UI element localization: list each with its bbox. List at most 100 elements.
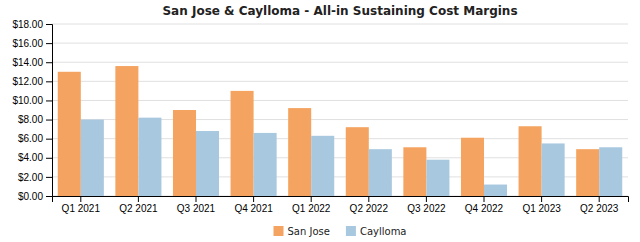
bar	[58, 72, 81, 196]
axis-line	[46, 25, 53, 197]
y-tick-label: $12.00	[12, 76, 43, 87]
tick-mark	[46, 139, 52, 140]
x-tick-label: Q3 2022	[407, 203, 446, 214]
tick-mark	[311, 196, 312, 202]
tick-mark	[138, 196, 139, 202]
x-tick: Q1 2021	[62, 196, 101, 214]
x-tick: Q2 2021	[119, 196, 158, 214]
bar	[81, 120, 104, 196]
tick-mark	[541, 196, 542, 202]
legend-swatch	[274, 226, 284, 236]
x-tick-label: Q4 2022	[465, 203, 504, 214]
y-tick-label: $4.00	[18, 152, 43, 163]
legend-item: Caylloma	[346, 226, 407, 237]
bar	[461, 138, 484, 196]
tick-mark	[368, 196, 369, 202]
legend: San Jose Caylloma	[274, 226, 407, 237]
x-tick: Q4 2022	[465, 196, 504, 214]
grid-line	[52, 43, 628, 44]
bar	[576, 149, 599, 196]
legend-item: San Jose	[274, 226, 330, 237]
legend-swatch	[346, 226, 356, 236]
y-tick-label: $0.00	[18, 191, 43, 202]
title: San Jose & Caylloma - All-in Sustaining …	[162, 4, 517, 18]
y-axis: $0.00 $2.00 $4.00 $6.00 $8.00 $10.00 $12.00 $14…	[12, 19, 52, 202]
y-tick: $4.00	[18, 152, 52, 163]
x-tick-label: Q1 2023	[522, 203, 561, 214]
y-tick-label: $8.00	[18, 114, 43, 125]
y-tick-label: $14.00	[12, 57, 43, 68]
tick-mark	[46, 100, 52, 101]
x-tick-label: Q1 2021	[62, 203, 101, 214]
x-tick: Q1 2023	[522, 196, 561, 214]
bar	[426, 160, 449, 196]
y-tick: $14.00	[12, 57, 52, 68]
bar	[542, 143, 565, 196]
plot: $0.00 $2.00 $4.00 $6.00 $8.00 $10.00 $12.00 $14…	[12, 19, 628, 214]
bar	[288, 108, 311, 196]
bar-series	[81, 118, 622, 196]
legend-label: Caylloma	[360, 226, 407, 237]
axis-line	[53, 197, 629, 203]
tick-mark	[80, 196, 81, 202]
x-tick: Q1 2022	[292, 196, 331, 214]
tick-mark	[46, 24, 52, 25]
y-tick: $6.00	[18, 133, 52, 144]
tick-mark	[46, 158, 52, 159]
y-tick: $2.00	[18, 172, 52, 183]
tick-mark	[46, 196, 52, 197]
x-tick-label: Q3 2021	[177, 203, 216, 214]
y-tick-label: $16.00	[12, 38, 43, 49]
x-tick: Q2 2023	[580, 196, 619, 214]
bar	[196, 131, 219, 196]
y-tick: $8.00	[18, 114, 52, 125]
bar	[403, 147, 426, 196]
bar	[173, 110, 196, 196]
grid	[52, 24, 628, 196]
tick-mark	[46, 177, 52, 178]
tick-mark	[484, 196, 485, 202]
tick-mark	[46, 120, 52, 121]
y-tick-label: $10.00	[12, 95, 43, 106]
bar	[369, 149, 392, 196]
bar	[231, 91, 254, 196]
tick-mark	[599, 196, 600, 202]
x-tick: Q4 2021	[234, 196, 273, 214]
tick-mark	[196, 196, 197, 202]
x-tick-label: Q2 2023	[580, 203, 619, 214]
chart: $0.00 $2.00 $4.00 $6.00 $8.00 $10.00 $12.00 $14…	[0, 0, 640, 242]
tick-mark	[253, 196, 254, 202]
x-tick-label: Q2 2022	[350, 203, 389, 214]
x-axis: Q1 2021 Q2 2021 Q3 2021 Q4 2021 Q1 2022 Q2 20…	[53, 196, 629, 214]
y-tick-label: $6.00	[18, 133, 43, 144]
x-tick: Q3 2022	[407, 196, 446, 214]
grid-line	[52, 24, 628, 25]
bar	[311, 136, 334, 196]
tick-mark	[46, 43, 52, 44]
tick-mark	[46, 81, 52, 82]
bar-series	[58, 66, 599, 196]
bar	[519, 126, 542, 196]
y-tick: $0.00	[18, 191, 52, 202]
bar	[484, 185, 507, 196]
y-tick: $12.00	[12, 76, 52, 87]
x-tick-label: Q1 2022	[292, 203, 331, 214]
x-tick: Q2 2022	[350, 196, 389, 214]
y-tick: $10.00	[12, 95, 52, 106]
bar	[346, 127, 369, 196]
tick-mark	[426, 196, 427, 202]
y-tick: $18.00	[12, 19, 52, 30]
bar	[138, 118, 161, 196]
x-tick: Q3 2021	[177, 196, 216, 214]
y-tick-label: $2.00	[18, 172, 43, 183]
tick-mark	[46, 62, 52, 63]
y-tick-label: $18.00	[12, 19, 43, 30]
bar	[254, 133, 277, 196]
bar	[115, 66, 138, 196]
bars	[58, 66, 622, 196]
bar	[599, 147, 622, 196]
y-tick: $16.00	[12, 38, 52, 49]
grid-line	[52, 62, 628, 63]
x-tick-label: Q4 2021	[234, 203, 273, 214]
legend-label: San Jose	[288, 226, 330, 237]
